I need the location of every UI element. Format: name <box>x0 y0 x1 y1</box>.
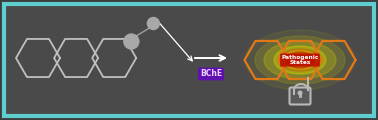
Ellipse shape <box>282 50 318 70</box>
Text: BChE: BChE <box>200 69 222 78</box>
FancyBboxPatch shape <box>4 4 374 116</box>
Ellipse shape <box>245 30 355 90</box>
FancyBboxPatch shape <box>290 87 310 105</box>
Ellipse shape <box>280 49 320 71</box>
Ellipse shape <box>264 41 336 79</box>
Text: Pathogenic
States: Pathogenic States <box>281 55 319 65</box>
Circle shape <box>147 18 160 30</box>
Ellipse shape <box>291 55 309 65</box>
Ellipse shape <box>255 36 345 84</box>
Ellipse shape <box>274 46 326 74</box>
Circle shape <box>124 34 139 49</box>
Circle shape <box>297 90 302 96</box>
Ellipse shape <box>286 52 314 68</box>
